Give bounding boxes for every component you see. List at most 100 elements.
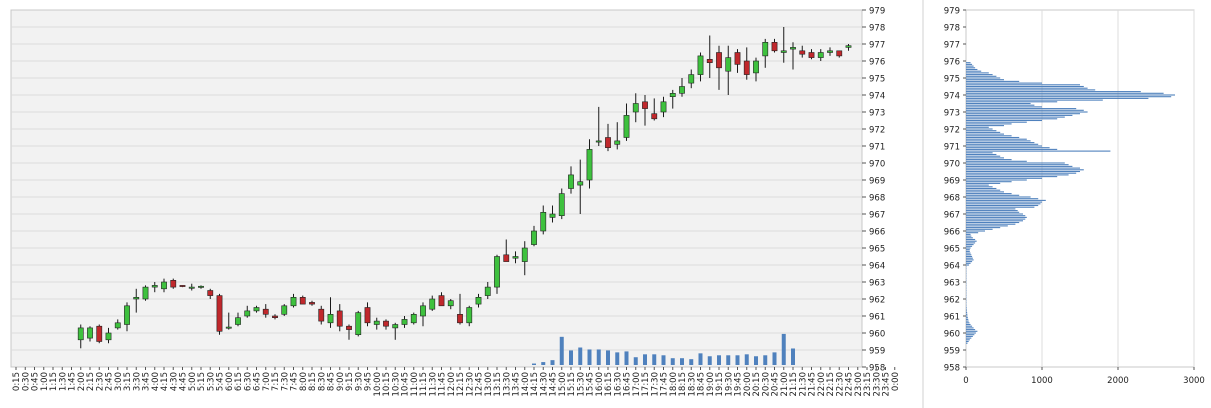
profile-y-axis: 958 959 960 961 962 963 964 965 966 967 968 969 970 9… [944, 7, 966, 374]
profile-bar [966, 125, 1004, 127]
main-x-tick-label: 14:45 [549, 372, 559, 397]
candle [531, 225, 537, 247]
candle-body [586, 149, 593, 181]
main-x-tick-label: 14:15 [530, 372, 540, 397]
profile-y-tick-label: 975 [944, 75, 960, 85]
profile-bar [966, 89, 1096, 91]
profile-bar [966, 172, 1077, 174]
candle-body [475, 296, 482, 305]
candle [142, 285, 149, 301]
profile-bar [966, 184, 989, 186]
profile-bar [966, 252, 971, 254]
candle [170, 278, 177, 289]
profile-bar [966, 238, 976, 241]
main-x-tick-label: 5:15 [197, 372, 207, 391]
candle [336, 304, 343, 332]
main-y-tick-label: 961 [869, 313, 885, 323]
profile-bar [966, 74, 993, 76]
profile-bar [966, 142, 1035, 144]
candle-body [577, 181, 584, 186]
profile-bar [966, 157, 1004, 159]
candle-body [188, 286, 195, 289]
profile-y-tick-label: 967 [944, 211, 960, 221]
candle-body [133, 296, 140, 300]
candle [179, 285, 186, 288]
candle [706, 35, 713, 78]
candle-body [614, 140, 621, 145]
main-x-tick-label: 1:15 [49, 372, 59, 391]
candle-body [401, 319, 408, 325]
volume-bar [670, 358, 675, 365]
profile-bar [966, 233, 971, 235]
main-x-tick-label: 11:30 [428, 372, 438, 397]
candle [299, 295, 306, 305]
candle-body [392, 324, 399, 329]
candle [420, 302, 426, 327]
candle [679, 78, 685, 97]
candle [457, 293, 463, 325]
profile-bar [966, 322, 970, 324]
volume-bar [689, 359, 694, 365]
candle-body [503, 254, 510, 262]
main-x-tick-label: 7:15 [271, 372, 281, 391]
main-x-tick-label: 1:30 [58, 372, 68, 391]
main-x-tick-label: 6:30 [243, 372, 253, 391]
profile-bar [966, 94, 1175, 96]
volume-bar [578, 347, 583, 365]
main-x-tick-label: 4:30 [169, 372, 179, 391]
candle [780, 27, 787, 63]
profile-bar [966, 320, 969, 322]
candle-body [771, 41, 778, 52]
candle [392, 322, 399, 340]
main-x-tick-label: 8:45 [327, 372, 337, 391]
volume-bar [615, 352, 620, 365]
profile-bar [966, 237, 973, 239]
candle [151, 282, 158, 293]
volume-bar [532, 363, 536, 365]
candle [503, 239, 510, 262]
main-y-tick-label: 971 [869, 143, 885, 153]
main-y-tick-label: 970 [869, 160, 885, 170]
candle-body [790, 47, 796, 50]
candle-body [484, 286, 491, 296]
main-x-tick-label: 9:15 [345, 372, 355, 391]
candle [716, 45, 722, 90]
main-y-tick-label: 958 [869, 364, 885, 374]
candle [124, 302, 130, 332]
profile-bar [966, 250, 970, 252]
candle [309, 300, 315, 306]
candle-body [808, 52, 815, 58]
main-x-tick-label: 0:30 [21, 372, 31, 391]
volume-bar [606, 350, 610, 365]
candle-body [142, 286, 149, 300]
main-y-axis: 958 959 960 961 962 963 964 965 966 967 968 969 970 9… [862, 7, 885, 374]
candle-body [762, 41, 769, 57]
candle [216, 293, 223, 335]
candle-body [429, 298, 436, 310]
volume-bar [744, 354, 749, 365]
profile-bar [966, 232, 979, 234]
profile-bar [966, 187, 997, 190]
profile-bar [966, 174, 1069, 176]
profile-bar [966, 162, 1065, 164]
candle [96, 324, 103, 344]
profile-bar [966, 114, 1073, 116]
profile-y-tick-label: 961 [944, 313, 960, 323]
main-x-tick-label: 11:00 [410, 372, 420, 397]
profile-bar [966, 340, 969, 343]
main-x-tick-label: 3:45 [142, 372, 152, 391]
main-x-tick-label: 12:30 [465, 372, 475, 397]
profile-bar [966, 177, 1042, 179]
main-x-tick-label: 21:45 [808, 372, 818, 397]
volume-bar [763, 355, 768, 365]
profile-bar [966, 67, 976, 69]
profile-bar [966, 63, 973, 65]
volume-bar [652, 354, 657, 365]
candle [447, 299, 454, 310]
profile-bar [966, 181, 1012, 183]
main-x-tick-label: 17:30 [650, 372, 660, 397]
candle [632, 93, 639, 123]
candle [836, 50, 843, 58]
candle-body [679, 86, 685, 94]
profile-bar [966, 148, 1058, 150]
